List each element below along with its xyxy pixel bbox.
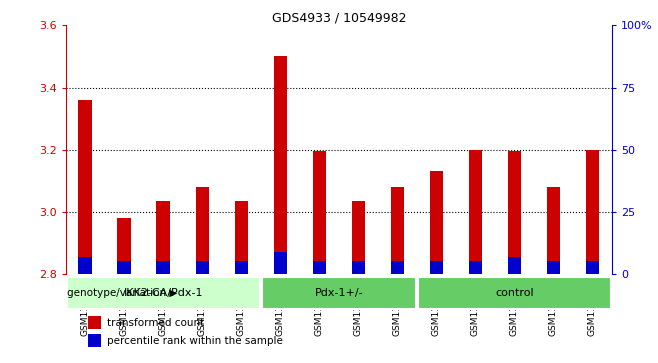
Text: percentile rank within the sample: percentile rank within the sample — [107, 335, 283, 346]
Bar — [262, 277, 416, 310]
Bar — [195, 261, 209, 274]
Bar — [547, 187, 560, 274]
Bar — [468, 261, 482, 274]
Bar — [67, 277, 260, 310]
Bar — [234, 261, 248, 274]
Bar — [313, 261, 326, 274]
Bar — [274, 57, 287, 274]
Bar — [274, 252, 287, 274]
Text: transformed count: transformed count — [107, 318, 204, 328]
Bar — [157, 261, 170, 274]
Bar — [88, 316, 101, 329]
Bar — [586, 261, 599, 274]
Bar — [418, 277, 611, 310]
Bar — [391, 261, 404, 274]
Text: control: control — [495, 288, 534, 298]
Bar — [507, 151, 521, 274]
Bar — [234, 201, 248, 274]
Bar — [118, 261, 131, 274]
Bar — [88, 334, 101, 347]
Bar — [78, 100, 92, 274]
Text: genotype/variation ▶: genotype/variation ▶ — [66, 288, 177, 298]
Bar — [351, 201, 365, 274]
Bar — [118, 218, 131, 274]
Bar — [313, 151, 326, 274]
Text: IKK2-CA/Pdx-1: IKK2-CA/Pdx-1 — [124, 288, 203, 298]
Bar — [351, 261, 365, 274]
Bar — [430, 171, 443, 274]
Bar — [507, 257, 521, 274]
Bar — [195, 187, 209, 274]
Bar — [468, 150, 482, 274]
Bar — [547, 261, 560, 274]
Text: Pdx-1+/-: Pdx-1+/- — [315, 288, 363, 298]
Bar — [586, 150, 599, 274]
Bar — [157, 201, 170, 274]
Bar — [391, 187, 404, 274]
Title: GDS4933 / 10549982: GDS4933 / 10549982 — [272, 11, 406, 24]
Bar — [430, 261, 443, 274]
Bar — [78, 257, 92, 274]
